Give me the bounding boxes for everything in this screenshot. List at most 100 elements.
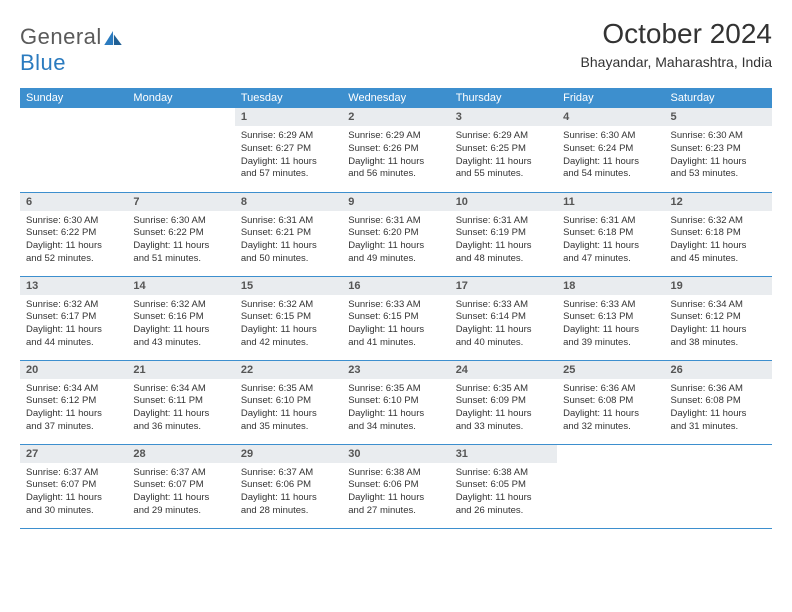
sunset-text: Sunset: 6:13 PM	[563, 311, 658, 324]
sunrise-text: Sunrise: 6:32 AM	[133, 299, 228, 312]
weekday-row: Sunday Monday Tuesday Wednesday Thursday…	[20, 88, 772, 108]
daylight-text-1: Daylight: 11 hours	[133, 408, 228, 421]
day-number: 2	[342, 108, 449, 126]
sunrise-text: Sunrise: 6:33 AM	[456, 299, 551, 312]
daylight-text-1: Daylight: 11 hours	[26, 324, 121, 337]
day-number: 18	[557, 277, 664, 295]
day-number: 15	[235, 277, 342, 295]
day-number: 17	[450, 277, 557, 295]
brand-text: GeneralBlue	[20, 24, 122, 76]
weekday-header: Friday	[557, 88, 664, 108]
header: GeneralBlue October 2024 Bhayandar, Maha…	[20, 18, 772, 76]
daylight-text-1: Daylight: 11 hours	[671, 240, 766, 253]
week-row: 6Sunrise: 6:30 AMSunset: 6:22 PMDaylight…	[20, 192, 772, 276]
day-number: 23	[342, 361, 449, 379]
daylight-text-2: and 37 minutes.	[26, 421, 121, 434]
day-number: 9	[342, 193, 449, 211]
sunrise-text: Sunrise: 6:31 AM	[456, 215, 551, 228]
sunset-text: Sunset: 6:15 PM	[348, 311, 443, 324]
day-cell: 6Sunrise: 6:30 AMSunset: 6:22 PMDaylight…	[20, 192, 127, 276]
daylight-text-1: Daylight: 11 hours	[456, 492, 551, 505]
sunset-text: Sunset: 6:24 PM	[563, 143, 658, 156]
brand-logo: GeneralBlue	[20, 24, 122, 76]
sunrise-text: Sunrise: 6:35 AM	[241, 383, 336, 396]
sunrise-text: Sunrise: 6:34 AM	[671, 299, 766, 312]
sunset-text: Sunset: 6:14 PM	[456, 311, 551, 324]
day-details: Sunrise: 6:37 AMSunset: 6:06 PMDaylight:…	[235, 463, 342, 524]
day-number: 13	[20, 277, 127, 295]
day-cell: 21Sunrise: 6:34 AMSunset: 6:11 PMDayligh…	[127, 360, 234, 444]
calendar-table: Sunday Monday Tuesday Wednesday Thursday…	[20, 88, 772, 529]
month-title: October 2024	[581, 18, 772, 50]
daylight-text-1: Daylight: 11 hours	[348, 240, 443, 253]
day-cell: 15Sunrise: 6:32 AMSunset: 6:15 PMDayligh…	[235, 276, 342, 360]
daylight-text-2: and 30 minutes.	[26, 505, 121, 518]
day-number: 8	[235, 193, 342, 211]
day-cell: 20Sunrise: 6:34 AMSunset: 6:12 PMDayligh…	[20, 360, 127, 444]
sunrise-text: Sunrise: 6:33 AM	[563, 299, 658, 312]
day-cell	[665, 444, 772, 528]
day-cell: 27Sunrise: 6:37 AMSunset: 6:07 PMDayligh…	[20, 444, 127, 528]
sunset-text: Sunset: 6:10 PM	[241, 395, 336, 408]
weekday-header: Tuesday	[235, 88, 342, 108]
day-details: Sunrise: 6:32 AMSunset: 6:16 PMDaylight:…	[127, 295, 234, 356]
sunset-text: Sunset: 6:09 PM	[456, 395, 551, 408]
day-cell: 30Sunrise: 6:38 AMSunset: 6:06 PMDayligh…	[342, 444, 449, 528]
daylight-text-2: and 32 minutes.	[563, 421, 658, 434]
sunset-text: Sunset: 6:07 PM	[133, 479, 228, 492]
daylight-text-2: and 34 minutes.	[348, 421, 443, 434]
sunrise-text: Sunrise: 6:36 AM	[671, 383, 766, 396]
sunrise-text: Sunrise: 6:29 AM	[241, 130, 336, 143]
brand-part2: Blue	[20, 50, 66, 75]
day-details: Sunrise: 6:35 AMSunset: 6:09 PMDaylight:…	[450, 379, 557, 440]
day-details: Sunrise: 6:36 AMSunset: 6:08 PMDaylight:…	[665, 379, 772, 440]
sunset-text: Sunset: 6:17 PM	[26, 311, 121, 324]
day-cell: 5Sunrise: 6:30 AMSunset: 6:23 PMDaylight…	[665, 108, 772, 192]
day-details: Sunrise: 6:36 AMSunset: 6:08 PMDaylight:…	[557, 379, 664, 440]
day-number: 27	[20, 445, 127, 463]
day-details: Sunrise: 6:30 AMSunset: 6:24 PMDaylight:…	[557, 126, 664, 187]
day-number: 14	[127, 277, 234, 295]
sunset-text: Sunset: 6:16 PM	[133, 311, 228, 324]
day-cell: 4Sunrise: 6:30 AMSunset: 6:24 PMDaylight…	[557, 108, 664, 192]
sunset-text: Sunset: 6:10 PM	[348, 395, 443, 408]
day-cell: 10Sunrise: 6:31 AMSunset: 6:19 PMDayligh…	[450, 192, 557, 276]
day-number: 24	[450, 361, 557, 379]
day-cell: 25Sunrise: 6:36 AMSunset: 6:08 PMDayligh…	[557, 360, 664, 444]
daylight-text-1: Daylight: 11 hours	[241, 240, 336, 253]
day-number: 11	[557, 193, 664, 211]
daylight-text-2: and 27 minutes.	[348, 505, 443, 518]
day-details: Sunrise: 6:32 AMSunset: 6:18 PMDaylight:…	[665, 211, 772, 272]
day-number: 22	[235, 361, 342, 379]
day-cell: 11Sunrise: 6:31 AMSunset: 6:18 PMDayligh…	[557, 192, 664, 276]
daylight-text-2: and 40 minutes.	[456, 337, 551, 350]
day-cell: 19Sunrise: 6:34 AMSunset: 6:12 PMDayligh…	[665, 276, 772, 360]
daylight-text-1: Daylight: 11 hours	[133, 324, 228, 337]
weekday-header: Thursday	[450, 88, 557, 108]
day-number: 25	[557, 361, 664, 379]
day-cell	[557, 444, 664, 528]
week-row: 20Sunrise: 6:34 AMSunset: 6:12 PMDayligh…	[20, 360, 772, 444]
daylight-text-2: and 49 minutes.	[348, 253, 443, 266]
day-number: 26	[665, 361, 772, 379]
sunrise-text: Sunrise: 6:38 AM	[348, 467, 443, 480]
day-cell: 9Sunrise: 6:31 AMSunset: 6:20 PMDaylight…	[342, 192, 449, 276]
daylight-text-2: and 53 minutes.	[671, 168, 766, 181]
day-cell: 22Sunrise: 6:35 AMSunset: 6:10 PMDayligh…	[235, 360, 342, 444]
sunrise-text: Sunrise: 6:29 AM	[348, 130, 443, 143]
daylight-text-1: Daylight: 11 hours	[348, 324, 443, 337]
sunset-text: Sunset: 6:27 PM	[241, 143, 336, 156]
calendar-body: 1Sunrise: 6:29 AMSunset: 6:27 PMDaylight…	[20, 108, 772, 528]
daylight-text-1: Daylight: 11 hours	[456, 156, 551, 169]
daylight-text-2: and 48 minutes.	[456, 253, 551, 266]
day-number: 20	[20, 361, 127, 379]
daylight-text-1: Daylight: 11 hours	[348, 156, 443, 169]
day-details: Sunrise: 6:33 AMSunset: 6:14 PMDaylight:…	[450, 295, 557, 356]
daylight-text-1: Daylight: 11 hours	[563, 408, 658, 421]
daylight-text-2: and 35 minutes.	[241, 421, 336, 434]
day-number: 3	[450, 108, 557, 126]
sunrise-text: Sunrise: 6:31 AM	[348, 215, 443, 228]
sunset-text: Sunset: 6:18 PM	[563, 227, 658, 240]
sunrise-text: Sunrise: 6:35 AM	[456, 383, 551, 396]
week-row: 1Sunrise: 6:29 AMSunset: 6:27 PMDaylight…	[20, 108, 772, 192]
